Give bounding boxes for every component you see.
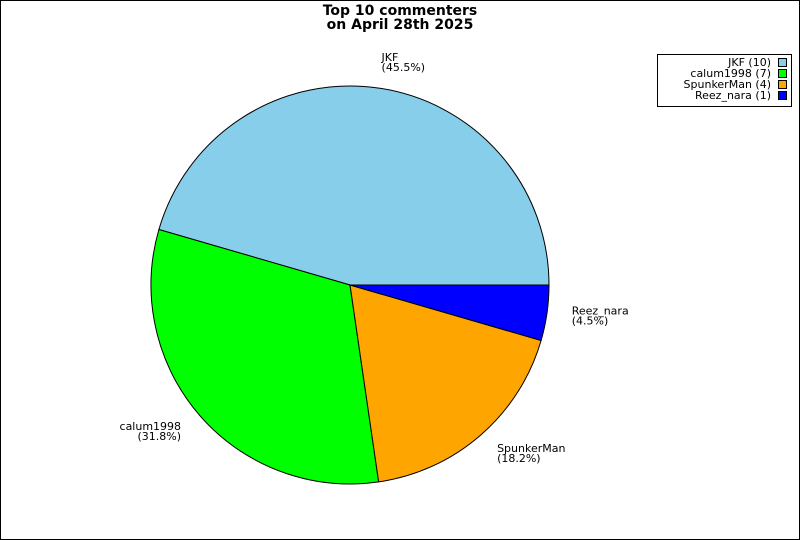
legend-label: JKF (10) — [727, 56, 771, 69]
slice-label: calum1998 — [120, 420, 182, 433]
slice-label: Reez_nara — [572, 305, 629, 318]
slice-value-label: (4.5%) — [572, 315, 609, 328]
legend-label: calum1998 (7) — [690, 67, 771, 80]
slice-value-label: (31.8%) — [138, 430, 182, 443]
slice-value-label: (18.2%) — [497, 452, 541, 465]
legend-box — [657, 54, 792, 107]
pie-slice — [150, 228, 380, 485]
pie-slice — [349, 284, 542, 483]
legend-swatch — [778, 91, 787, 100]
chart-subtitle: on April 28th 2025 — [327, 17, 474, 33]
slice-label: JKF — [381, 51, 399, 64]
legend-swatch — [778, 58, 787, 67]
slice-label: SpunkerMan — [497, 442, 565, 455]
legend-swatch — [778, 80, 787, 89]
chart-title: Top 10 commenters — [323, 3, 478, 19]
legend-label: SpunkerMan (4) — [684, 78, 771, 91]
legend-swatch — [778, 69, 787, 78]
pie-slice — [158, 85, 550, 286]
slice-value-label: (45.5%) — [382, 61, 426, 74]
legend-label: Reez_nara (1) — [695, 89, 771, 102]
pie-slice — [349, 284, 550, 342]
